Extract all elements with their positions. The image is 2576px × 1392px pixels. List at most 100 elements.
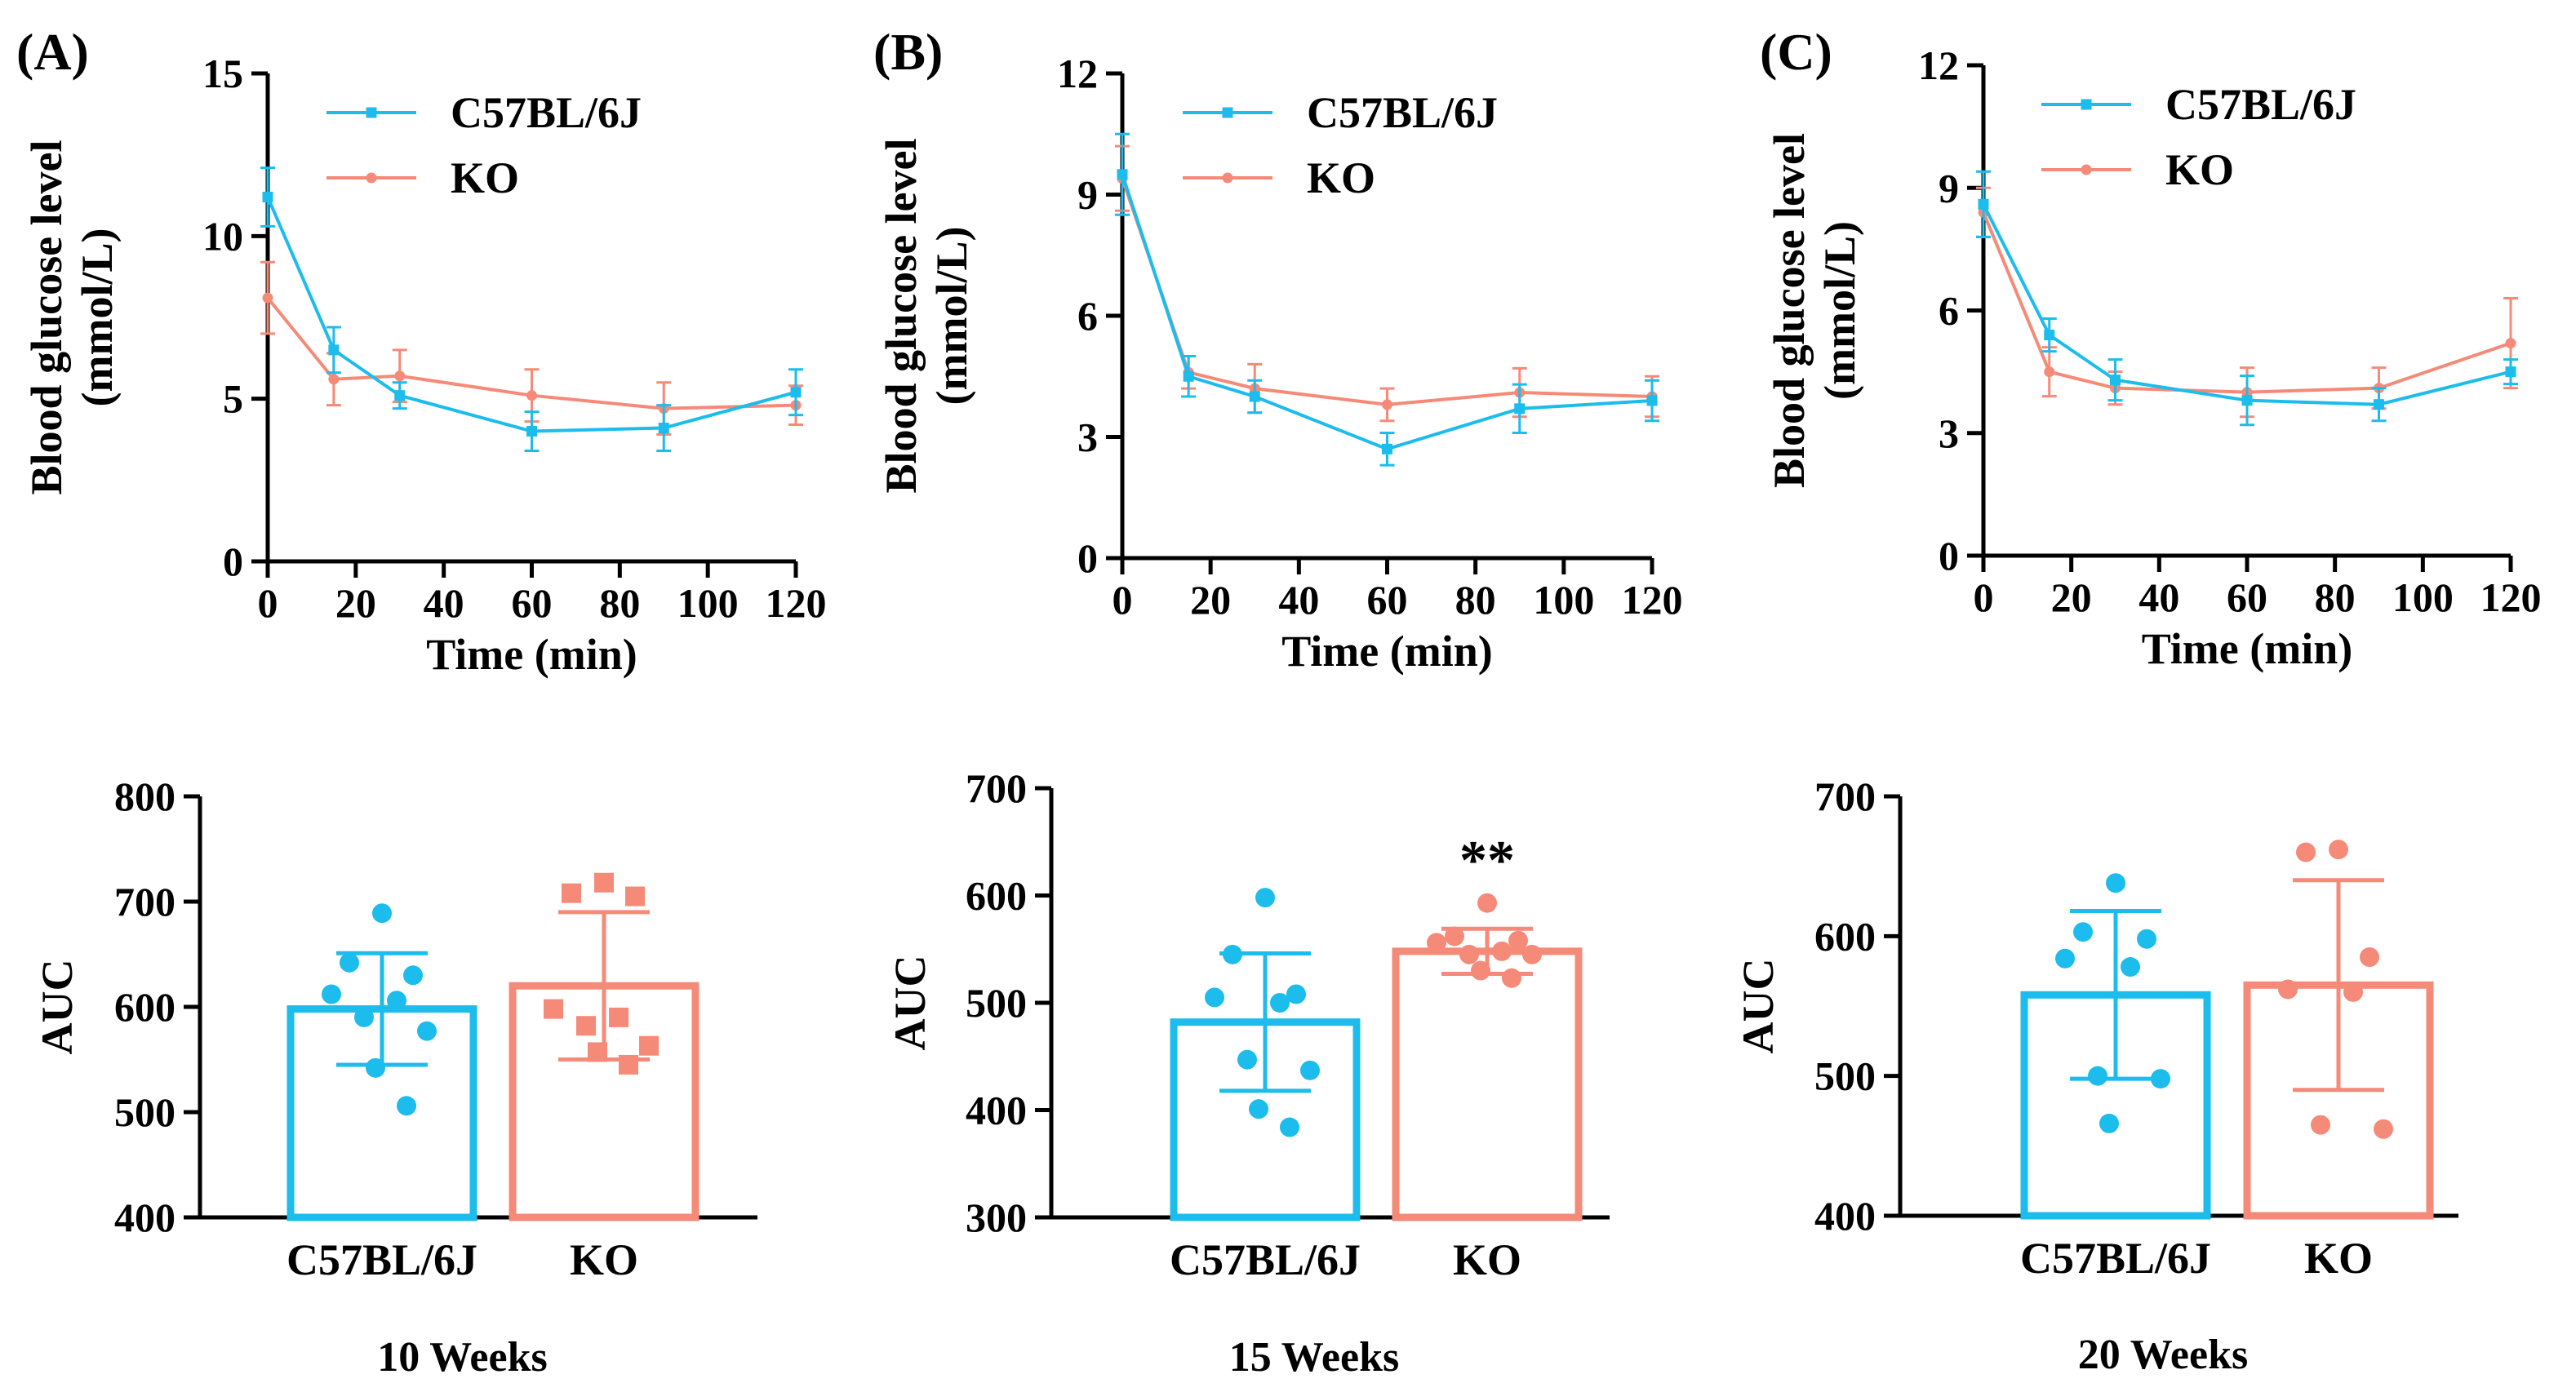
category-label: C57BL/6J xyxy=(286,1235,477,1284)
y-axis-label: Blood glucose level xyxy=(22,140,71,495)
data-point xyxy=(1223,944,1242,964)
data-point xyxy=(1502,968,1521,988)
y-tick-label: 3 xyxy=(1939,410,1959,456)
x-axis-label: Time (min) xyxy=(2142,624,2352,673)
category-label: C57BL/6J xyxy=(1170,1235,1361,1284)
data-point xyxy=(1382,443,1392,454)
data-point xyxy=(2343,982,2363,1002)
y-tick-label: 15 xyxy=(202,51,243,96)
x-tick-label: 40 xyxy=(424,580,464,626)
data-point xyxy=(2505,338,2516,349)
x-tick-label: 20 xyxy=(2051,574,2092,620)
line-chart-1: (A) 0 5 10 15 0 20 40 60 80 100 120 Time (min) Blood … xyxy=(16,23,827,679)
y-tick-label: 12 xyxy=(1057,51,1098,96)
x-tick-label: 0 xyxy=(1974,574,1994,620)
series-line xyxy=(1121,178,1653,406)
bar-group-c57bl-6j xyxy=(2020,873,2211,1220)
series-line xyxy=(266,196,797,433)
legend-marker xyxy=(1222,107,1233,118)
x-tick-label: 20 xyxy=(335,580,376,626)
legend-label: C57BL/6J xyxy=(451,88,642,137)
data-point xyxy=(2099,1113,2119,1133)
data-point xyxy=(1280,1117,1299,1137)
y-axis-label: Blood glucose level xyxy=(1765,133,1814,488)
week-label: 15 Weeks xyxy=(1229,1334,1400,1381)
data-point xyxy=(1471,960,1490,981)
data-point xyxy=(394,370,406,382)
y-tick-label: 10 xyxy=(202,213,243,259)
category-label: KO xyxy=(1453,1235,1521,1284)
data-point xyxy=(2311,1115,2330,1135)
y-tick-label: 5 xyxy=(223,376,243,422)
data-point xyxy=(639,1035,659,1056)
data-point xyxy=(790,387,802,398)
significance-label: ** xyxy=(1459,829,1515,891)
data-point xyxy=(594,872,614,893)
x-tick-label: 80 xyxy=(2315,574,2356,620)
data-point xyxy=(366,1057,385,1078)
data-point xyxy=(1249,391,1260,402)
data-point xyxy=(397,1096,416,1116)
y-tick-label: 3 xyxy=(1077,414,1098,460)
y-tick-label: 600 xyxy=(1814,913,1876,959)
x-tick-label: 60 xyxy=(2227,574,2267,620)
y-tick-label: 700 xyxy=(1814,774,1876,819)
data-point xyxy=(1183,370,1194,382)
bar xyxy=(1392,947,1583,1221)
data-point xyxy=(2073,922,2093,942)
bar-group-ko xyxy=(1392,893,1583,1221)
data-point xyxy=(417,1021,437,1041)
week-label: 10 Weeks xyxy=(377,1334,548,1381)
data-point xyxy=(328,374,340,385)
data-point xyxy=(1286,984,1306,1004)
series-line xyxy=(1121,174,1653,451)
category-label: C57BL/6J xyxy=(2020,1234,2211,1283)
x-tick-label: 80 xyxy=(1455,577,1496,623)
data-point xyxy=(1237,1049,1257,1070)
data-point xyxy=(2505,366,2516,378)
x-tick-label: 0 xyxy=(258,580,278,626)
data-point xyxy=(394,390,406,401)
bar-group-ko xyxy=(509,872,700,1221)
data-point xyxy=(609,1007,628,1027)
data-point xyxy=(262,292,273,304)
data-point xyxy=(619,1054,638,1075)
y-tick-label: 500 xyxy=(966,980,1027,1026)
data-point xyxy=(526,390,537,401)
y-tick-label: 400 xyxy=(114,1195,175,1240)
bar-chart-2: 300 400 500 600 700 AUC C57BL/6J KO ** 15 Weeks xyxy=(886,765,1610,1381)
data-point xyxy=(1117,169,1128,180)
y-tick-label: 600 xyxy=(966,873,1027,919)
x-tick-label: 120 xyxy=(2481,574,2542,620)
series-c57bl-6j xyxy=(1976,170,2518,427)
data-point xyxy=(2055,948,2075,969)
panel-label: (B) xyxy=(873,23,943,81)
data-point xyxy=(526,426,537,437)
x-tick-label: 120 xyxy=(1622,577,1683,623)
bar-group-c57bl-6j xyxy=(1170,888,1361,1221)
y-axis-label: AUC xyxy=(33,960,82,1055)
data-point xyxy=(403,965,423,986)
data-point xyxy=(1978,198,1989,210)
y-tick-label: 0 xyxy=(1077,535,1098,581)
bar-group-ko xyxy=(2243,840,2434,1220)
data-point xyxy=(1492,941,1512,961)
legend-label: C57BL/6J xyxy=(1307,88,1498,137)
x-tick-label: 120 xyxy=(766,580,827,626)
y-tick-label: 600 xyxy=(114,984,175,1030)
data-point xyxy=(562,883,581,903)
y-axis-label: Blood glucose level xyxy=(877,139,926,494)
data-point xyxy=(2374,1119,2393,1139)
data-point xyxy=(1205,987,1224,1008)
y-tick-label: 500 xyxy=(114,1089,175,1135)
legend-label: KO xyxy=(1307,153,1375,202)
data-point xyxy=(1508,930,1528,951)
data-point xyxy=(1249,1099,1268,1119)
data-point xyxy=(372,903,392,924)
y-tick-label: 500 xyxy=(1814,1053,1876,1099)
x-tick-label: 100 xyxy=(1533,577,1594,623)
y-tick-label: 9 xyxy=(1939,165,1959,211)
data-point xyxy=(1445,926,1464,946)
data-point xyxy=(322,984,341,1004)
